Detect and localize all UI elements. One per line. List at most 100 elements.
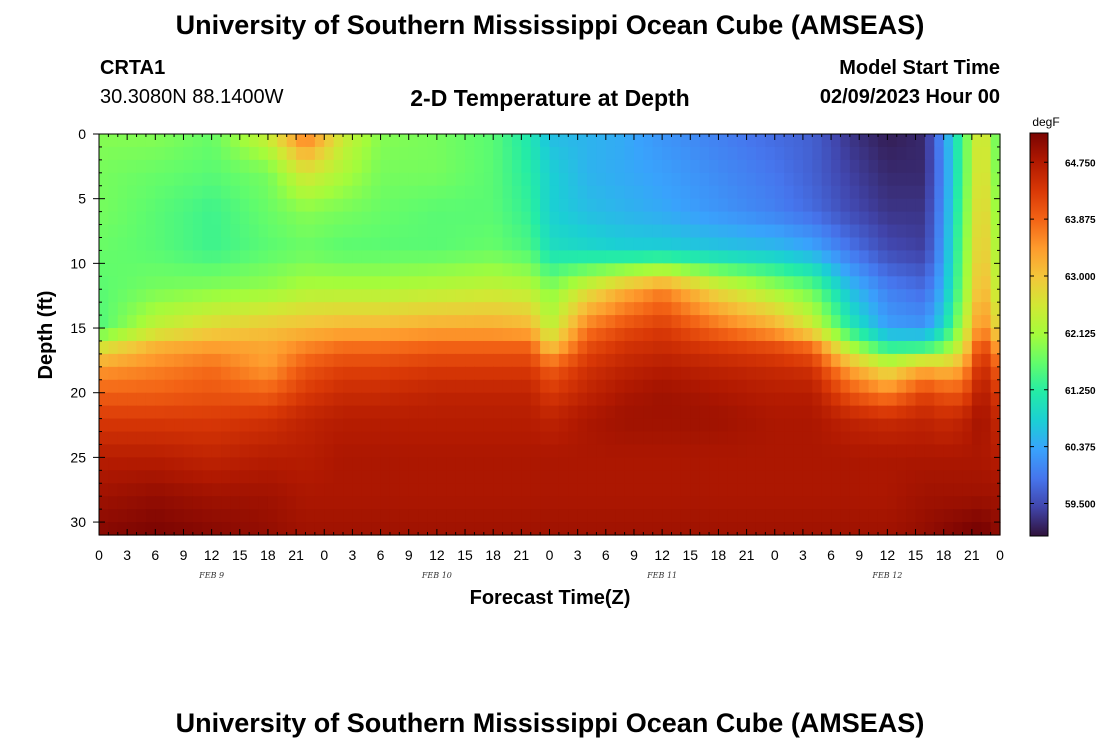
heatmap-cell [746, 263, 757, 277]
heatmap-cell [568, 276, 579, 290]
heatmap-cell [718, 418, 729, 433]
heatmap-cell [746, 418, 757, 433]
heatmap-cell [924, 340, 935, 355]
heatmap-cell [202, 379, 213, 394]
heatmap-cell [774, 134, 785, 148]
heatmap-cell [699, 276, 710, 290]
heatmap-cell [577, 263, 588, 277]
heatmap-cell [174, 470, 185, 484]
heatmap-cell [690, 431, 701, 446]
heatmap-cell [183, 405, 194, 420]
heatmap-cell [305, 431, 316, 446]
heatmap-cell [887, 289, 898, 303]
heatmap-cell [455, 146, 466, 161]
heatmap-cell [136, 457, 147, 471]
heatmap-cell [174, 185, 185, 200]
heatmap-cell [568, 134, 579, 148]
heatmap-cell [849, 237, 860, 252]
heatmap-cell [221, 315, 231, 329]
heatmap-cell [605, 366, 616, 381]
heatmap-cell [709, 340, 720, 355]
heatmap-cell [784, 263, 795, 277]
heatmap-cell [671, 509, 682, 523]
heatmap-cell [605, 483, 616, 497]
heatmap-cell [765, 418, 776, 433]
heatmap-cell [962, 198, 973, 213]
heatmap-cell [915, 444, 926, 458]
heatmap-cell [737, 276, 748, 290]
heatmap-cell [765, 444, 776, 458]
heatmap-cell [934, 496, 945, 510]
heatmap-cell [727, 198, 738, 213]
heatmap-cell [296, 134, 307, 148]
heatmap-cell [953, 353, 964, 368]
heatmap-cell [643, 457, 654, 471]
heatmap-cell [746, 198, 757, 213]
heatmap-cell [587, 444, 598, 458]
heatmap-cell [831, 496, 842, 510]
heatmap-cell [737, 496, 748, 510]
heatmap-cell [774, 211, 785, 226]
heatmap-cell [183, 431, 194, 446]
heatmap-cell [267, 211, 278, 226]
heatmap-cell [127, 457, 138, 471]
heatmap-cell [530, 289, 541, 303]
heatmap-cell [596, 340, 607, 355]
heatmap-cell [521, 340, 532, 355]
heatmap-cell [981, 146, 992, 161]
heatmap-cell [924, 366, 935, 381]
heatmap-cell [709, 263, 720, 277]
heatmap-cell [314, 444, 325, 458]
heatmap-cell [108, 366, 119, 381]
heatmap-cell [718, 302, 729, 316]
heatmap-cell [408, 444, 419, 458]
heatmap-cell [624, 237, 635, 252]
heatmap-cell [211, 315, 222, 329]
heatmap-cell [953, 405, 964, 420]
heatmap-cell [915, 198, 926, 213]
heatmap-cell [296, 444, 307, 458]
heatmap-cell [455, 457, 466, 471]
heatmap-cell [812, 263, 823, 277]
heatmap-cell [727, 509, 738, 523]
heatmap-cell [211, 263, 222, 277]
heatmap-cell [943, 353, 954, 368]
heatmap-cell [615, 431, 626, 446]
heatmap-cell [943, 509, 954, 523]
heatmap-cell [915, 379, 926, 394]
heatmap-cell [174, 224, 185, 239]
heatmap-cell [859, 289, 870, 303]
heatmap-cell [239, 302, 250, 316]
heatmap-cell [174, 431, 185, 446]
heatmap-cell [511, 198, 522, 213]
heatmap-cell [258, 496, 269, 510]
heatmap-cell [99, 405, 109, 420]
heatmap-cell [230, 444, 241, 458]
heatmap-cell [211, 431, 222, 446]
heatmap-cell [718, 392, 729, 407]
heatmap-cell [671, 134, 682, 148]
heatmap-cell [399, 263, 410, 277]
heatmap-cell [174, 211, 185, 226]
heatmap-cell [812, 457, 823, 471]
heatmap-cell [399, 289, 410, 303]
heatmap-cell [455, 224, 466, 239]
heatmap-cell [652, 237, 663, 252]
heatmap-cell [136, 353, 147, 368]
heatmap-cell [164, 405, 175, 420]
heatmap-cell [333, 509, 344, 523]
heatmap-cell [286, 470, 297, 484]
heatmap-cell [389, 237, 400, 252]
heatmap-cell [868, 470, 879, 484]
heatmap-cell [971, 134, 982, 148]
heatmap-cell [793, 159, 804, 174]
heatmap-cell [690, 289, 701, 303]
heatmap-cell [709, 379, 720, 394]
heatmap-cell [699, 302, 710, 316]
heatmap-cell [230, 353, 241, 368]
heatmap-cell [511, 366, 522, 381]
heatmap-cell [99, 522, 109, 536]
heatmap-cell [361, 146, 372, 161]
heatmap-cell [108, 315, 119, 329]
heatmap-cell [474, 418, 485, 433]
